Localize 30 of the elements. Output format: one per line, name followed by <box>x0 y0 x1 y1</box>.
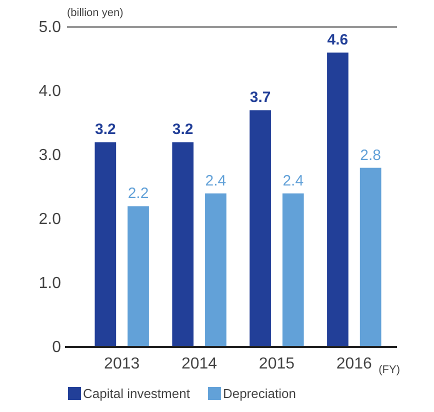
bar <box>360 168 382 347</box>
legend-label: Capital investment <box>83 386 190 401</box>
y-tick-label: 4.0 <box>38 83 62 100</box>
bar <box>94 142 116 347</box>
data-label: 3.2 <box>94 121 116 138</box>
x-tick-label: 2015 <box>258 355 295 372</box>
bar <box>282 193 304 347</box>
data-label: 2.4 <box>205 172 226 190</box>
data-label: 3.7 <box>250 89 271 106</box>
bar <box>172 142 194 347</box>
legend-label: Depreciation <box>222 386 296 401</box>
x-axis-title: (FY) <box>378 364 400 376</box>
data-label: 3.2 <box>172 121 194 138</box>
y-axis-title: (billion yen) <box>67 7 124 19</box>
data-label: 2.8 <box>360 146 382 164</box>
data-label: 2.2 <box>128 185 149 202</box>
data-label: 4.6 <box>327 32 348 49</box>
y-tick-label: 5.0 <box>38 19 62 36</box>
y-tick-label: 1.0 <box>38 275 62 292</box>
x-tick-label: 2014 <box>181 355 218 372</box>
x-tick-label: 2016 <box>336 355 372 372</box>
bar <box>327 52 348 347</box>
y-tick-label: 2.0 <box>38 211 62 228</box>
data-label: 2.4 <box>282 172 304 190</box>
bar <box>250 110 271 347</box>
bar <box>128 206 149 347</box>
x-tick-label: 2013 <box>104 355 140 372</box>
y-tick-label: 0 <box>52 339 62 356</box>
y-tick-label: 3.0 <box>38 147 62 164</box>
bar <box>205 193 226 347</box>
